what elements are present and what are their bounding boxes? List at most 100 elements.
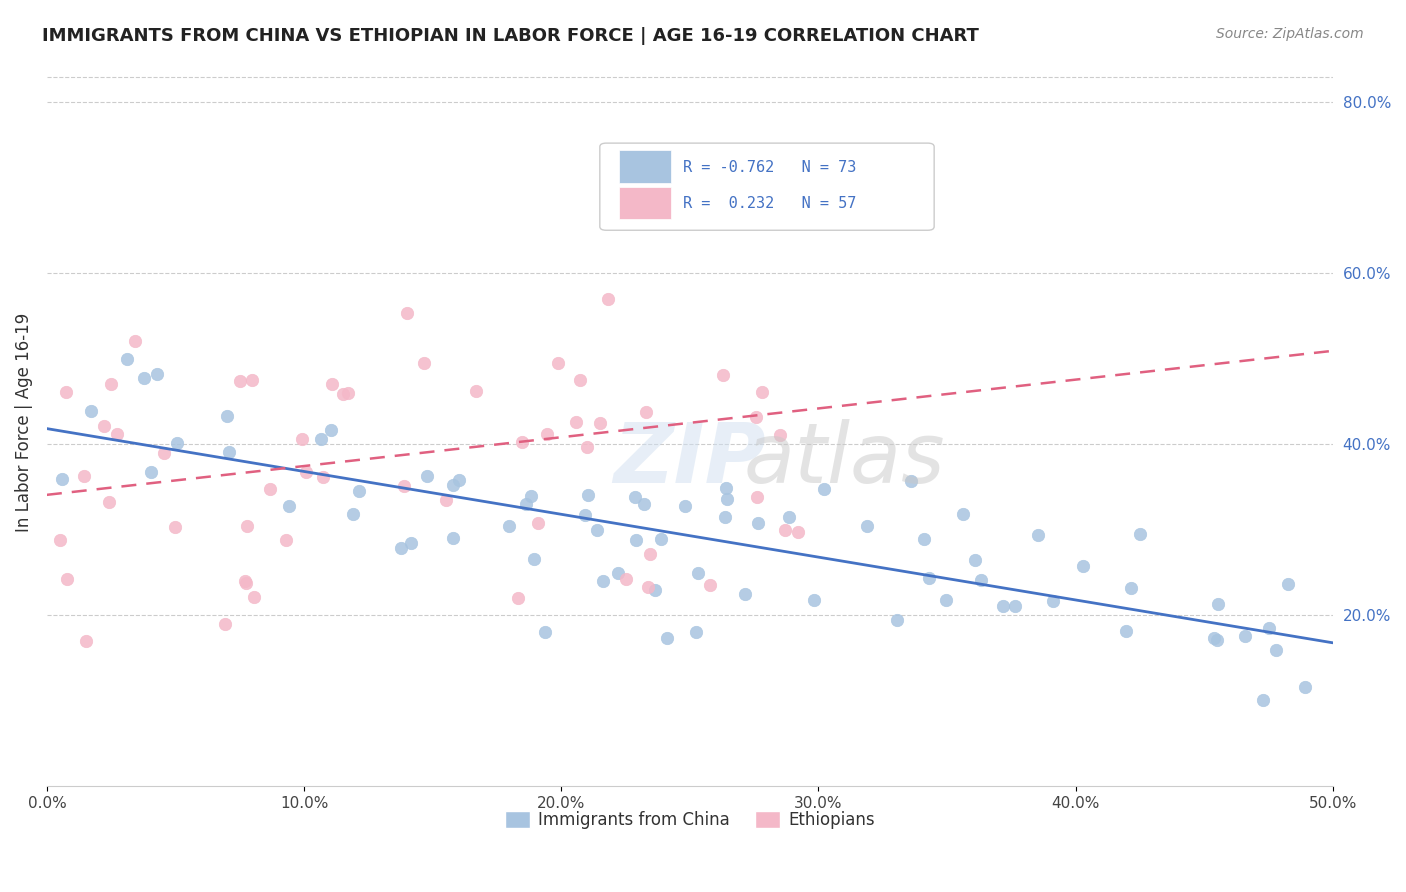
- Point: [533, 625, 555, 640]
- Point: [412, 356, 434, 370]
- Point: [813, 482, 835, 496]
- Point: [716, 492, 738, 507]
- Point: [633, 497, 655, 511]
- Point: [769, 428, 792, 442]
- Point: [166, 435, 188, 450]
- Point: [515, 497, 537, 511]
- Point: [75, 633, 97, 648]
- Point: [970, 573, 993, 587]
- Point: [98, 495, 121, 509]
- Point: [993, 599, 1015, 613]
- Point: [332, 386, 354, 401]
- Point: [1119, 581, 1142, 595]
- Point: [1206, 597, 1229, 611]
- Point: [229, 374, 252, 388]
- Point: [214, 617, 236, 632]
- Point: [56, 572, 79, 586]
- Point: [1277, 577, 1299, 591]
- Point: [714, 481, 737, 495]
- Point: [638, 547, 661, 561]
- Point: [644, 583, 666, 598]
- Point: [747, 516, 769, 530]
- Point: [856, 519, 879, 533]
- Point: [650, 532, 672, 546]
- Point: [233, 574, 256, 588]
- Point: [396, 305, 419, 319]
- Point: [51, 472, 73, 486]
- Legend: Immigrants from China, Ethiopians: Immigrants from China, Ethiopians: [498, 804, 882, 836]
- Point: [745, 410, 768, 425]
- Point: [391, 541, 413, 555]
- Point: [589, 416, 612, 430]
- Point: [686, 566, 709, 580]
- Point: [734, 587, 756, 601]
- Point: [321, 377, 343, 392]
- Point: [342, 507, 364, 521]
- Point: [105, 426, 128, 441]
- Point: [564, 415, 586, 429]
- Point: [449, 473, 471, 487]
- Point: [117, 351, 139, 366]
- Point: [673, 500, 696, 514]
- Point: [259, 482, 281, 496]
- Text: R = -0.762   N = 73: R = -0.762 N = 73: [683, 160, 856, 175]
- Point: [434, 493, 457, 508]
- Text: Source: ZipAtlas.com: Source: ZipAtlas.com: [1216, 27, 1364, 41]
- Point: [336, 386, 359, 401]
- Point: [278, 499, 301, 513]
- Point: [626, 533, 648, 548]
- Text: ZIP: ZIP: [613, 418, 766, 500]
- Point: [1026, 528, 1049, 542]
- FancyBboxPatch shape: [600, 143, 934, 230]
- Point: [347, 483, 370, 498]
- Point: [912, 532, 935, 546]
- Point: [935, 593, 957, 607]
- Point: [886, 613, 908, 627]
- Point: [312, 470, 335, 484]
- Point: [536, 427, 558, 442]
- Point: [218, 444, 240, 458]
- Point: [392, 478, 415, 492]
- Point: [309, 432, 332, 446]
- Point: [751, 384, 773, 399]
- FancyBboxPatch shape: [619, 186, 671, 219]
- Point: [141, 465, 163, 479]
- Point: [73, 468, 96, 483]
- Point: [773, 523, 796, 537]
- FancyBboxPatch shape: [619, 151, 671, 183]
- Point: [508, 591, 530, 605]
- Point: [1202, 631, 1225, 645]
- Point: [547, 356, 569, 370]
- Point: [132, 371, 155, 385]
- Point: [576, 488, 599, 502]
- Point: [236, 518, 259, 533]
- Point: [215, 409, 238, 423]
- Point: [153, 446, 176, 460]
- Point: [49, 533, 72, 548]
- Point: [711, 368, 734, 382]
- Point: [243, 591, 266, 605]
- Point: [1294, 681, 1316, 695]
- Point: [586, 524, 609, 538]
- Point: [523, 551, 546, 566]
- Point: [441, 531, 464, 545]
- Point: [510, 435, 533, 450]
- Point: [637, 580, 659, 594]
- Point: [1258, 622, 1281, 636]
- Point: [1042, 594, 1064, 608]
- Point: [965, 553, 987, 567]
- Point: [803, 593, 825, 607]
- Point: [163, 520, 186, 534]
- Point: [778, 509, 800, 524]
- Point: [321, 423, 343, 437]
- Point: [699, 578, 721, 592]
- Point: [596, 292, 619, 306]
- Y-axis label: In Labor Force | Age 16-19: In Labor Force | Age 16-19: [15, 313, 32, 533]
- Point: [295, 465, 318, 479]
- Point: [1234, 629, 1257, 643]
- Point: [714, 509, 737, 524]
- Point: [665, 190, 688, 204]
- Point: [673, 211, 696, 226]
- Point: [520, 489, 543, 503]
- Point: [498, 518, 520, 533]
